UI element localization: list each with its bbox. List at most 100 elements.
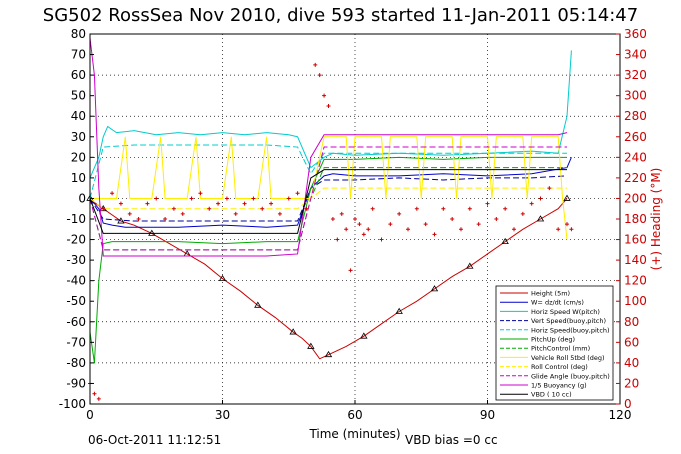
y-tick-label: -70 [66, 335, 86, 349]
y-tick-label: 70 [71, 48, 86, 62]
heading-point [207, 206, 212, 211]
heading-point [556, 227, 561, 232]
heading-point [538, 196, 543, 201]
heading-point [330, 217, 335, 221]
heading-point [145, 201, 150, 206]
x-tick-label: 60 [347, 408, 362, 422]
y2-tick-label: 360 [624, 27, 647, 41]
y-tick-label: 10 [71, 171, 86, 185]
timestamp-footer: 06-Oct-2011 11:12:51 [88, 433, 221, 447]
legend-label: Vehicle Roll 5tbd (deg) [531, 354, 605, 362]
heading-point [224, 196, 229, 201]
heading-layer [88, 62, 574, 401]
heading-point [260, 206, 265, 211]
y-tick-label: -100 [59, 397, 86, 411]
heading-point [322, 93, 327, 98]
y2-tick-label: 320 [624, 68, 647, 82]
y2-tick-label: 280 [624, 109, 647, 123]
y2-tick-label: 300 [624, 89, 647, 103]
heading-point [520, 211, 525, 216]
height-marker [324, 350, 333, 358]
series-line [89, 169, 567, 234]
heading-point [269, 201, 274, 206]
y2-tick-label: 20 [624, 376, 639, 390]
heading-point [136, 217, 141, 221]
heading-point [485, 201, 490, 206]
legend-label: Roll Control (deg) [531, 363, 588, 371]
y2-tick-label: 260 [624, 130, 647, 144]
y2-tick-label: 140 [624, 253, 647, 267]
legend: Height (5m)W= dz/dt (cm/s)Horiz Speed W(… [495, 285, 614, 401]
legend-label: Glide Angle (buoy,pitch) [531, 372, 610, 380]
height-marker [218, 274, 227, 282]
heading-point [313, 62, 318, 67]
heading-point [251, 196, 256, 201]
legend-label: Height (5m) [531, 290, 570, 298]
heading-point [388, 222, 393, 227]
y-tick-label: -20 [66, 233, 86, 247]
heading-point [476, 222, 481, 227]
heading-point [344, 227, 349, 232]
y2-tick-label: 160 [624, 233, 647, 247]
heading-point [353, 217, 357, 221]
series-layer [86, 38, 572, 363]
series-line [89, 175, 568, 222]
height-marker [307, 342, 315, 349]
legend-label: PitchControl (mm) [531, 345, 590, 353]
heading-point [326, 103, 331, 108]
heading-point [529, 201, 534, 206]
grid-lines [90, 34, 620, 404]
y-tick-label: 60 [71, 68, 86, 82]
series-line [89, 144, 567, 199]
heading-point [450, 217, 455, 221]
height-marker [395, 307, 403, 314]
series-line [89, 50, 572, 179]
x-axis-label: Time (minutes) [308, 427, 400, 441]
y2-tick-label: 240 [624, 150, 647, 164]
x-tick-label: 0 [86, 408, 94, 422]
y-tick-label: 80 [71, 27, 86, 41]
heading-point [242, 201, 247, 206]
series-line [89, 187, 567, 210]
y-tick-label: 20 [71, 150, 86, 164]
y-tick-label: 40 [71, 109, 86, 123]
heading-point [198, 191, 203, 196]
heading-point [366, 227, 371, 232]
heading-point [357, 222, 362, 227]
x-tick-label: 90 [480, 408, 495, 422]
legend-label: Vert Speed(buoy,pitch) [531, 317, 606, 325]
y2-tick-label: 40 [624, 356, 639, 370]
legend-label: 1/5 Buoyancy (g) [531, 382, 587, 390]
series-line [89, 146, 567, 251]
y-tick-label: -90 [66, 376, 86, 390]
heading-point [569, 227, 574, 232]
heading-point [101, 206, 106, 211]
y2-tick-label: 100 [624, 294, 647, 308]
y2-axis-label: (+) Heading (°M) [649, 168, 663, 271]
legend-box [495, 285, 614, 401]
y2-tick-label: 340 [624, 48, 647, 62]
heading-point [127, 211, 132, 216]
x-tick-label: 30 [215, 408, 230, 422]
legend-label: Horiz Speed(buoy,pitch) [531, 326, 610, 334]
heading-point [397, 211, 402, 216]
heading-point [348, 268, 353, 273]
heading-point [154, 196, 159, 201]
height-marker [289, 328, 297, 335]
series-line [89, 198, 568, 360]
heading-point [379, 237, 384, 242]
vbd-bias-footer: VBD bias =0 cc [405, 433, 498, 447]
heading-point [277, 211, 282, 216]
height-marker [254, 301, 262, 308]
heading-point [163, 217, 168, 221]
y-tick-label: 50 [71, 89, 86, 103]
heading-point [216, 201, 221, 206]
heading-point [494, 217, 499, 221]
y-tick-label: -10 [66, 212, 86, 226]
heading-point [406, 227, 410, 232]
legend-label: VBD ( 10 cc) [531, 391, 572, 399]
heading-point [565, 222, 569, 227]
heading-point [512, 227, 516, 232]
heading-point [370, 206, 375, 211]
